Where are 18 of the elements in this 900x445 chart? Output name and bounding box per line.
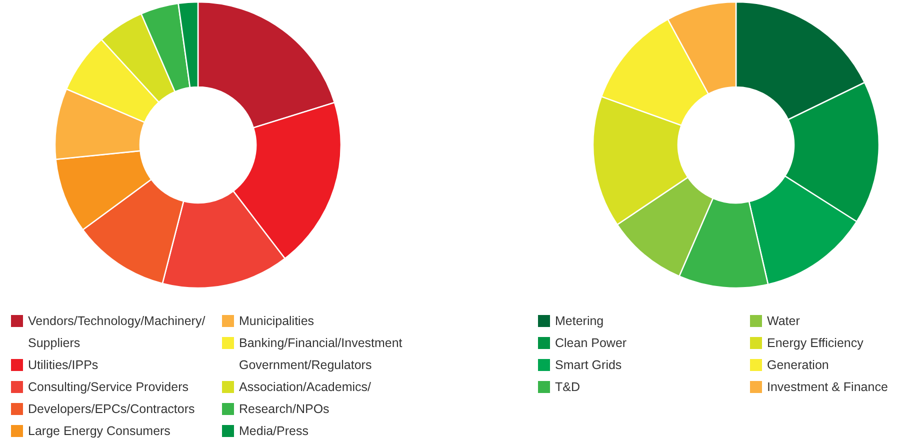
legend-label: Vendors/Technology/Machinery/Suppliers xyxy=(28,314,206,350)
legend-label: Investment & Finance xyxy=(767,380,888,394)
legend-label: Metering xyxy=(555,314,604,328)
legend-label: T&D xyxy=(555,380,580,394)
legend-label: Banking/Financial/Investment Government/Regulators xyxy=(239,336,403,372)
legend-label: Media/Press xyxy=(239,424,308,438)
legend-label: Consulting/Service Providers xyxy=(28,380,188,394)
legend-label: Large Energy Consumers xyxy=(28,424,170,438)
legend-label: Smart Grids xyxy=(555,358,622,372)
legend-label: Association/Academics/ xyxy=(239,380,372,394)
legend-label: Municipalities xyxy=(239,314,314,328)
legend-label: Water xyxy=(767,314,800,328)
legend-label: Generation xyxy=(767,358,829,372)
legend-label: Energy Efficiency xyxy=(767,336,864,350)
legend-label: Utilities/IPPs xyxy=(28,358,98,372)
legend-label: Clean Power xyxy=(555,336,627,350)
legend-label: Developers/EPCs/Contractors xyxy=(28,402,195,416)
legend-label: Research/NPOs xyxy=(239,402,330,416)
